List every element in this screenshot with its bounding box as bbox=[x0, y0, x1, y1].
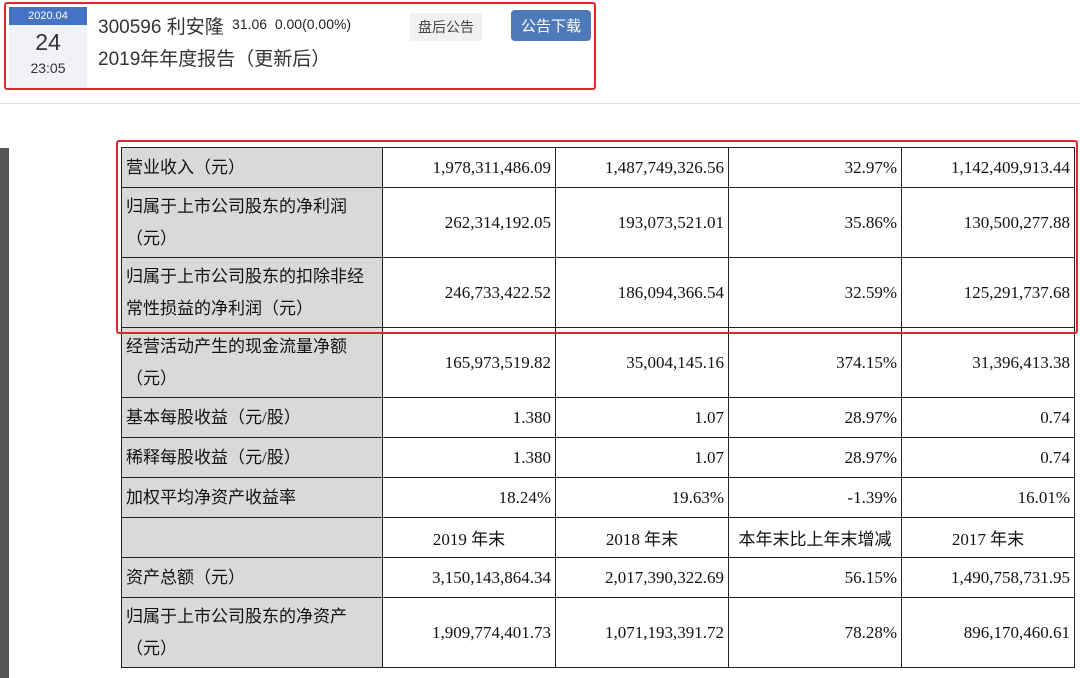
table-row: 加权平均净资产收益率 18.24% 19.63% -1.39% 16.01% bbox=[121, 477, 1075, 518]
announcement-header: 2020.04 24 23:05 300596 利安隆 31.06 0.00(0… bbox=[4, 2, 596, 90]
cell-value: 18.24% bbox=[382, 477, 556, 518]
cell-value: 186,094,366.54 bbox=[555, 257, 729, 328]
divider bbox=[0, 103, 1080, 104]
cell-value: 374.15% bbox=[728, 327, 902, 398]
cell-value: 35.86% bbox=[728, 187, 902, 258]
cell-value: 1.07 bbox=[555, 437, 729, 478]
cell-value: 56.15% bbox=[728, 557, 902, 598]
cell-value: 1,978,311,486.09 bbox=[382, 147, 556, 188]
cell-value: 2,017,390,322.69 bbox=[555, 557, 729, 598]
cell-value: 1,490,758,731.95 bbox=[901, 557, 1075, 598]
download-button[interactable]: 公告下载 bbox=[511, 10, 592, 41]
column-header bbox=[121, 517, 383, 558]
cell-value: 35,004,145.16 bbox=[555, 327, 729, 398]
after-hours-tag: 盘后公告 bbox=[410, 13, 482, 41]
cell-value: 32.97% bbox=[728, 147, 902, 188]
date-day: 24 bbox=[35, 29, 61, 55]
cell-value: 193,073,521.01 bbox=[555, 187, 729, 258]
table-row: 归属于上市公司股东的净资产（元） 1,909,774,401.73 1,071,19… bbox=[121, 597, 1075, 668]
table-row: 稀释每股收益（元/股） 1.380 1.07 28.97% 0.74 bbox=[121, 437, 1075, 478]
announcement-title[interactable]: 2019年年度报告（更新后） bbox=[98, 49, 331, 70]
cell-value: 31,396,413.38 bbox=[901, 327, 1075, 398]
cell-value: -1.39% bbox=[728, 477, 902, 518]
financial-table: 营业收入（元） 1,978,311,486.09 1,487,749,326.56 3… bbox=[121, 147, 1075, 668]
date-month: 2020.04 bbox=[9, 7, 87, 25]
cell-value: 0.74 bbox=[901, 437, 1075, 478]
stock-code[interactable]: 300596 bbox=[98, 17, 162, 38]
cell-value: 19.63% bbox=[555, 477, 729, 518]
row-label: 资产总额（元） bbox=[121, 557, 383, 598]
table-row: 营业收入（元） 1,978,311,486.09 1,487,749,326.56 3… bbox=[121, 147, 1075, 188]
cell-value: 28.97% bbox=[728, 437, 902, 478]
table-row: 经营活动产生的现金流量净额（元） 165,973,519.82 35,004,145… bbox=[121, 327, 1075, 398]
cell-value: 0.74 bbox=[901, 397, 1075, 438]
left-bar bbox=[0, 148, 9, 678]
cell-value: 165,973,519.82 bbox=[382, 327, 556, 398]
column-header: 2017 年末 bbox=[901, 517, 1075, 558]
cell-value: 1,487,749,326.56 bbox=[555, 147, 729, 188]
column-header: 2019 年末 bbox=[382, 517, 556, 558]
row-label: 经营活动产生的现金流量净额（元） bbox=[121, 327, 383, 398]
cell-value: 1,909,774,401.73 bbox=[382, 597, 556, 668]
cell-value: 1.380 bbox=[382, 397, 556, 438]
table-row: 基本每股收益（元/股） 1.380 1.07 28.97% 0.74 bbox=[121, 397, 1075, 438]
row-label: 加权平均净资产收益率 bbox=[121, 477, 383, 518]
cell-value: 1.380 bbox=[382, 437, 556, 478]
table-row: 归属于上市公司股东的扣除非经常性损益的净利润（元） 246,733,422.52 1… bbox=[121, 257, 1075, 328]
stock-name[interactable]: 利安隆 bbox=[166, 17, 224, 38]
date-time: 23:05 bbox=[30, 60, 66, 76]
cell-value: 1.07 bbox=[555, 397, 729, 438]
date-badge: 2020.04 24 23:05 bbox=[9, 7, 87, 88]
cell-value: 1,071,193,391.72 bbox=[555, 597, 729, 668]
cell-value: 78.28% bbox=[728, 597, 902, 668]
stock-price: 31.06 0.00(0.00%) bbox=[232, 16, 351, 32]
cell-value: 125,291,737.68 bbox=[901, 257, 1075, 328]
table-row: 归属于上市公司股东的净利润（元） 262,314,192.05 193,073,52… bbox=[121, 187, 1075, 258]
cell-value: 3,150,143,864.34 bbox=[382, 557, 556, 598]
price-change: 0.00(0.00%) bbox=[274, 16, 352, 32]
cell-value: 32.59% bbox=[728, 257, 902, 328]
table-row: 资产总额（元） 3,150,143,864.34 2,017,390,322.69 5… bbox=[121, 557, 1075, 598]
cell-value: 28.97% bbox=[728, 397, 902, 438]
price: 31.06 bbox=[232, 16, 268, 32]
column-header: 本年末比上年末增减 bbox=[728, 517, 902, 558]
cell-value: 246,733,422.52 bbox=[382, 257, 556, 328]
cell-value: 16.01% bbox=[901, 477, 1075, 518]
column-header: 2018 年末 bbox=[555, 517, 729, 558]
cell-value: 1,142,409,913.44 bbox=[901, 147, 1075, 188]
row-label: 营业收入（元） bbox=[121, 147, 383, 188]
row-label: 归属于上市公司股东的净资产（元） bbox=[121, 597, 383, 668]
stock-info: 300596 利安隆 bbox=[98, 12, 224, 39]
header-row: 2019 年末 2018 年末 本年末比上年末增减 2017 年末 bbox=[121, 517, 1075, 558]
row-label: 归属于上市公司股东的扣除非经常性损益的净利润（元） bbox=[121, 257, 383, 328]
row-label: 稀释每股收益（元/股） bbox=[121, 437, 383, 478]
cell-value: 262,314,192.05 bbox=[382, 187, 556, 258]
cell-value: 130,500,277.88 bbox=[901, 187, 1075, 258]
cell-value: 896,170,460.61 bbox=[901, 597, 1075, 668]
row-label: 基本每股收益（元/股） bbox=[121, 397, 383, 438]
row-label: 归属于上市公司股东的净利润（元） bbox=[121, 187, 383, 258]
